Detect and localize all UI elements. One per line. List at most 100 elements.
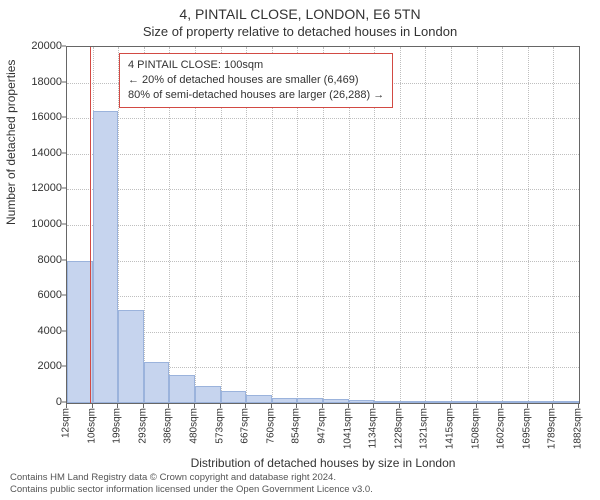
chart-title: 4, PINTAIL CLOSE, LONDON, E6 5TN: [0, 6, 600, 22]
histogram-bar: [400, 401, 426, 403]
x-tick-mark: [373, 404, 374, 408]
property-marker-line: [90, 47, 91, 403]
x-tick-label: 1602sqm: [496, 408, 507, 449]
y-tick-label: 0: [12, 396, 62, 408]
x-tick-mark: [117, 404, 118, 408]
x-tick-mark: [168, 404, 169, 408]
gridline-v: [502, 47, 503, 403]
y-tick-label: 4000: [12, 325, 62, 337]
histogram-bar: [272, 398, 298, 403]
x-tick-mark: [578, 404, 579, 408]
x-tick-label: 1228sqm: [393, 408, 404, 449]
y-tick-mark: [62, 402, 66, 403]
x-tick-label: 1321sqm: [419, 408, 430, 449]
footer-line-2: Contains public sector information licen…: [10, 484, 373, 496]
y-tick-label: 2000: [12, 360, 62, 372]
y-tick-label: 16000: [12, 111, 62, 123]
x-tick-label: 667sqm: [240, 408, 251, 444]
x-tick-mark: [527, 404, 528, 408]
x-tick-mark: [476, 404, 477, 408]
histogram-bar: [93, 111, 119, 403]
histogram-bar: [528, 401, 554, 403]
y-tick-mark: [62, 259, 66, 260]
x-tick-label: 12sqm: [61, 408, 72, 438]
x-tick-label: 386sqm: [163, 408, 174, 444]
histogram-bar: [425, 401, 451, 403]
x-tick-label: 947sqm: [317, 408, 328, 444]
x-tick-label: 106sqm: [86, 408, 97, 444]
x-tick-mark: [143, 404, 144, 408]
x-axis-label: Distribution of detached houses by size …: [66, 456, 580, 470]
y-tick-mark: [62, 81, 66, 82]
y-tick-mark: [62, 366, 66, 367]
gridline-v: [400, 47, 401, 403]
x-tick-mark: [450, 404, 451, 408]
info-box-line: 80% of semi-detached houses are larger (…: [128, 88, 384, 103]
footer-line-1: Contains HM Land Registry data © Crown c…: [10, 472, 373, 484]
x-tick-mark: [92, 404, 93, 408]
gridline-v: [528, 47, 529, 403]
footer-attribution: Contains HM Land Registry data © Crown c…: [10, 472, 373, 496]
histogram-bar: [144, 362, 170, 403]
y-tick-label: 8000: [12, 254, 62, 266]
gridline-v: [553, 47, 554, 403]
x-tick-mark: [296, 404, 297, 408]
histogram-bar: [374, 401, 400, 403]
x-tick-mark: [399, 404, 400, 408]
info-box: 4 PINTAIL CLOSE: 100sqm← 20% of detached…: [119, 53, 393, 108]
y-tick-label: 14000: [12, 147, 62, 159]
x-tick-label: 1041sqm: [342, 408, 353, 449]
x-tick-label: 1415sqm: [445, 408, 456, 449]
x-tick-mark: [66, 404, 67, 408]
gridline-v: [477, 47, 478, 403]
y-tick-mark: [62, 188, 66, 189]
y-tick-label: 10000: [12, 218, 62, 230]
x-tick-label: 1882sqm: [573, 408, 584, 449]
histogram-bar: [67, 261, 93, 403]
x-tick-label: 1695sqm: [521, 408, 532, 449]
histogram-bar: [118, 310, 144, 403]
gridline-v: [451, 47, 452, 403]
y-tick-mark: [62, 46, 66, 47]
histogram-bar: [451, 401, 477, 403]
x-tick-mark: [552, 404, 553, 408]
histogram-bar: [349, 400, 375, 403]
histogram-bar: [169, 375, 195, 403]
x-tick-label: 1789sqm: [547, 408, 558, 449]
x-tick-mark: [424, 404, 425, 408]
y-tick-mark: [62, 330, 66, 331]
x-tick-mark: [501, 404, 502, 408]
chart-container: 4, PINTAIL CLOSE, LONDON, E6 5TN Size of…: [0, 0, 600, 500]
histogram-bar: [323, 399, 349, 403]
x-tick-label: 1508sqm: [470, 408, 481, 449]
x-tick-mark: [245, 404, 246, 408]
x-tick-mark: [348, 404, 349, 408]
x-tick-label: 1134sqm: [368, 408, 379, 448]
x-tick-mark: [220, 404, 221, 408]
x-tick-label: 480sqm: [189, 408, 200, 444]
chart-subtitle: Size of property relative to detached ho…: [0, 24, 600, 39]
info-box-line: ← 20% of detached houses are smaller (6,…: [128, 73, 384, 88]
y-tick-mark: [62, 224, 66, 225]
y-tick-mark: [62, 117, 66, 118]
x-tick-mark: [194, 404, 195, 408]
x-tick-label: 199sqm: [112, 408, 123, 444]
x-tick-label: 293sqm: [137, 408, 148, 444]
histogram-bar: [221, 391, 247, 403]
x-tick-mark: [322, 404, 323, 408]
info-box-line: 4 PINTAIL CLOSE: 100sqm: [128, 58, 384, 73]
y-tick-label: 18000: [12, 76, 62, 88]
y-tick-label: 20000: [12, 40, 62, 52]
gridline-v: [425, 47, 426, 403]
y-tick-label: 6000: [12, 289, 62, 301]
x-tick-label: 760sqm: [265, 408, 276, 444]
y-tick-mark: [62, 152, 66, 153]
y-tick-label: 12000: [12, 182, 62, 194]
histogram-bar: [246, 395, 272, 403]
plot-area: 4 PINTAIL CLOSE: 100sqm← 20% of detached…: [66, 46, 580, 404]
y-tick-mark: [62, 295, 66, 296]
histogram-bar: [297, 398, 323, 403]
histogram-bar: [553, 401, 579, 403]
histogram-bar: [502, 401, 528, 403]
x-tick-label: 854sqm: [291, 408, 302, 444]
